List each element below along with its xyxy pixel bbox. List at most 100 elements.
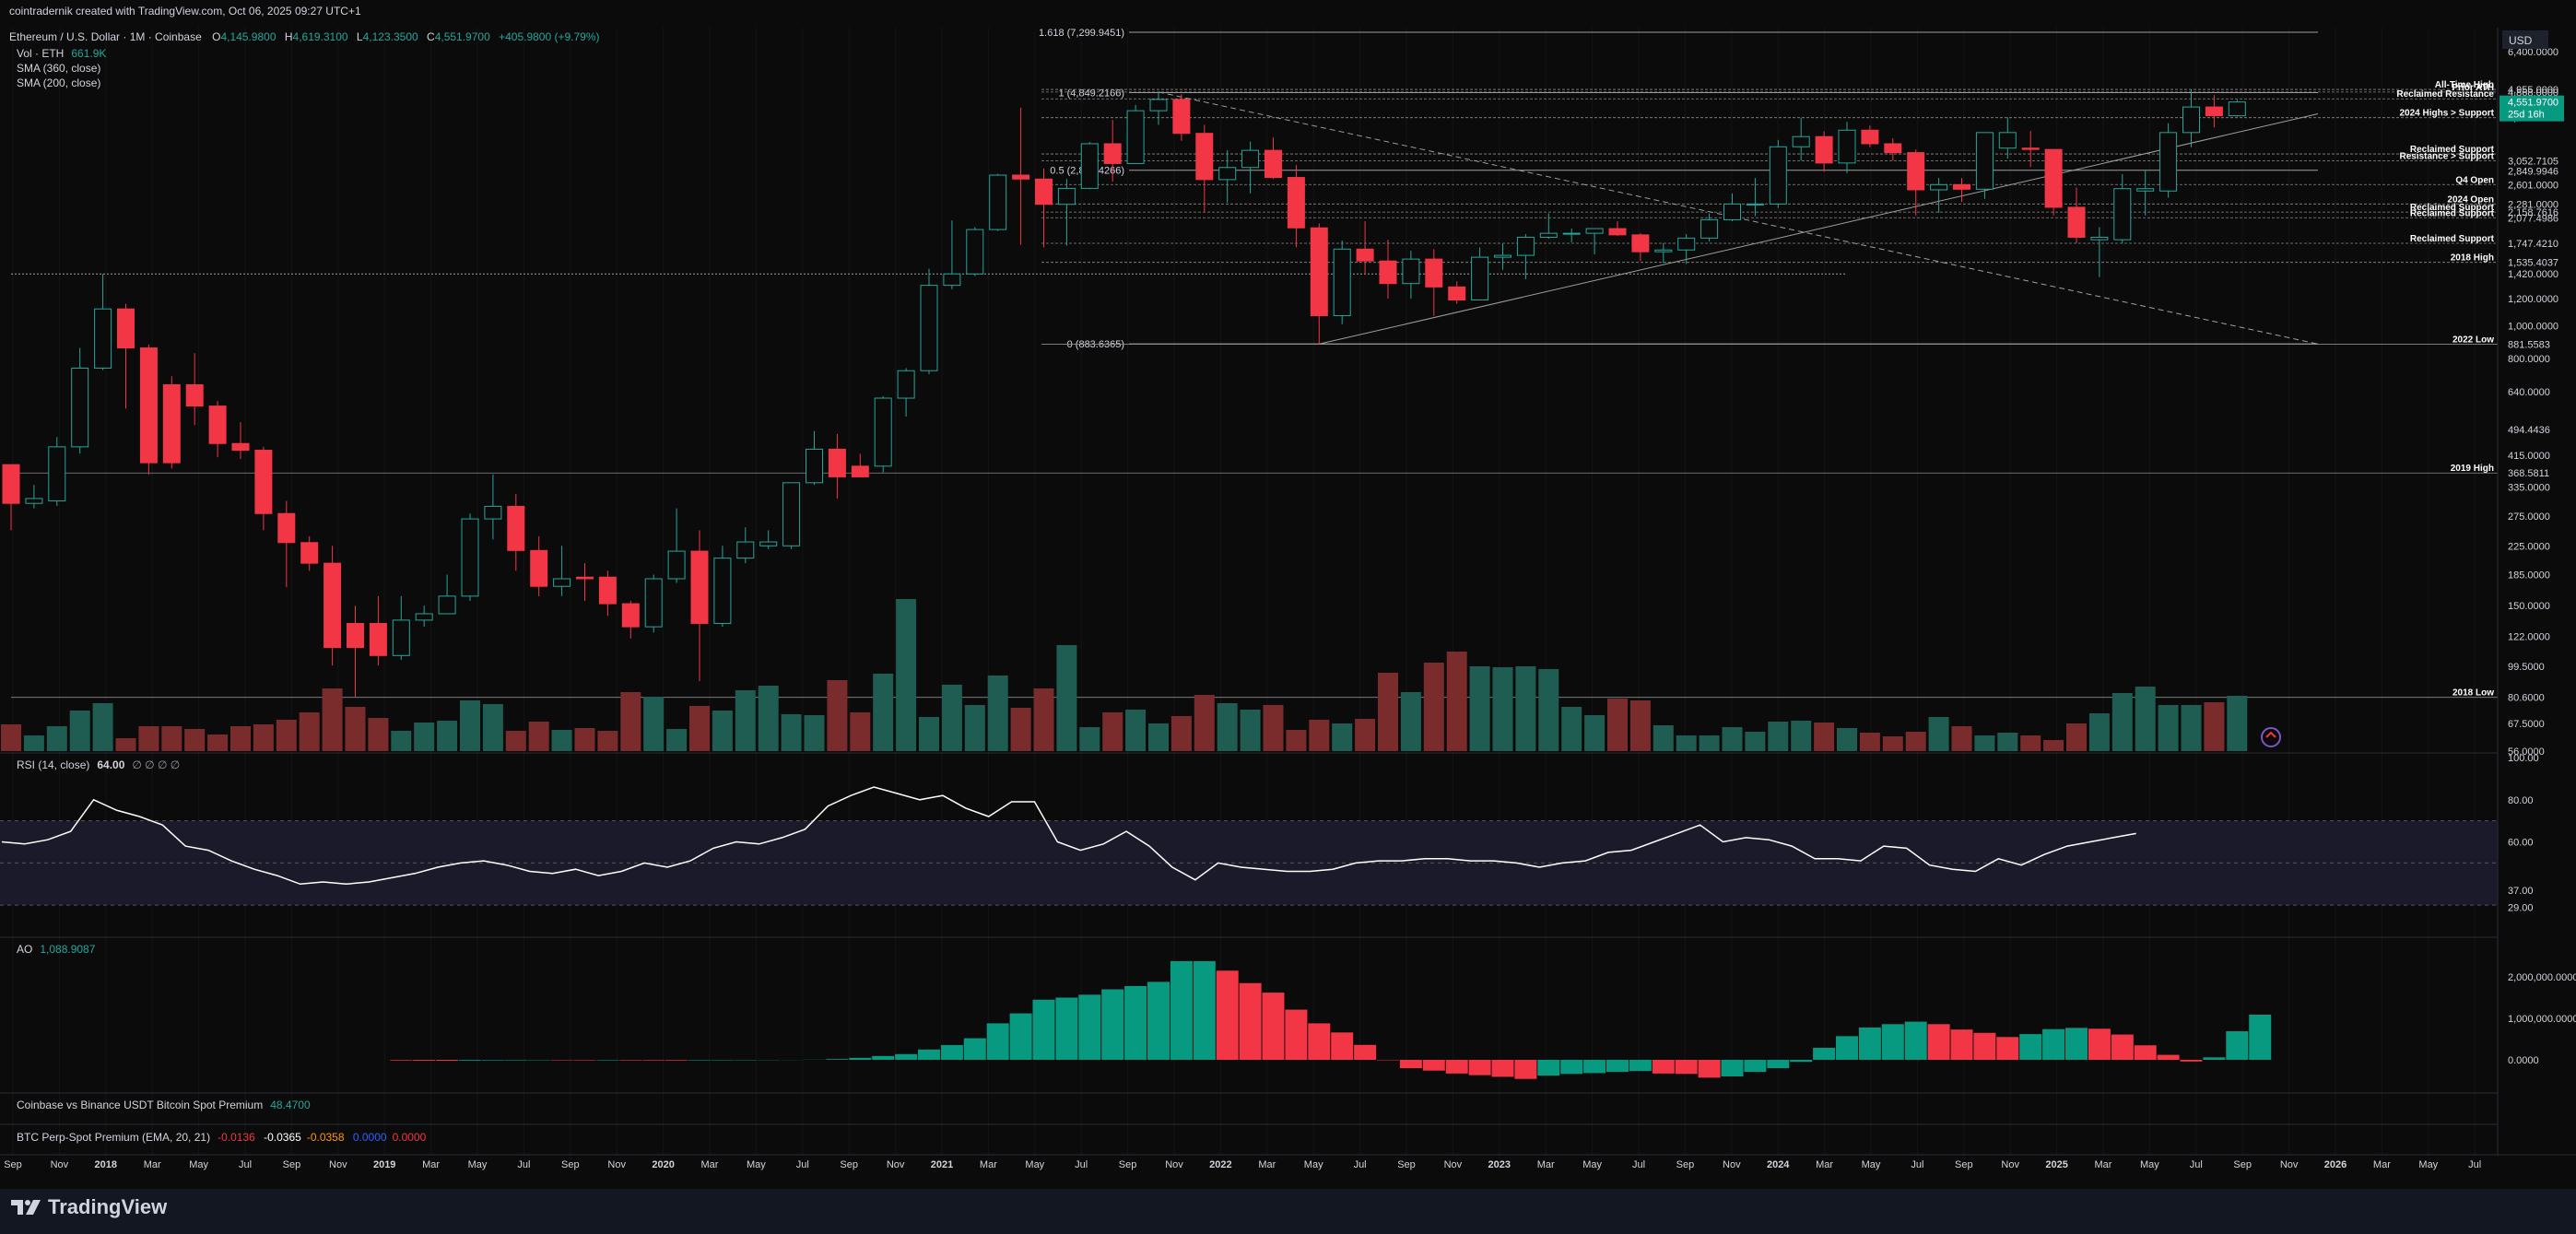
candle-body[interactable] — [1838, 129, 1856, 164]
candle-body[interactable] — [874, 397, 892, 467]
candle-body[interactable] — [1057, 187, 1076, 206]
candle-body[interactable] — [1494, 254, 1511, 258]
rsi-legend[interactable]: RSI (14, close) 64.00 ∅ ∅ ∅ ∅ — [17, 758, 180, 771]
premium-legend[interactable]: Coinbase vs Binance USDT Bitcoin Spot Pr… — [17, 1099, 311, 1111]
candle-body[interactable] — [1975, 132, 1994, 190]
candle-body[interactable] — [347, 622, 364, 649]
candle-body[interactable] — [2228, 101, 2246, 117]
candle-body[interactable] — [2090, 236, 2109, 241]
candle-body[interactable] — [1631, 234, 1650, 253]
candle-body[interactable] — [2067, 206, 2086, 238]
candle-body[interactable] — [1195, 133, 1214, 181]
candle-body[interactable] — [759, 541, 778, 546]
candle-body[interactable] — [1516, 236, 1535, 256]
candle-body[interactable] — [1379, 260, 1397, 285]
candle-body[interactable] — [828, 448, 846, 477]
candle-body[interactable] — [1241, 149, 1260, 169]
candle-body[interactable] — [2205, 106, 2223, 117]
candle-body[interactable] — [1126, 110, 1145, 164]
candle-body[interactable] — [117, 308, 135, 349]
candle-body[interactable] — [2044, 148, 2063, 208]
candle-body[interactable] — [1012, 174, 1030, 180]
candle-body[interactable] — [667, 550, 686, 580]
candle-body[interactable] — [920, 285, 938, 371]
candle-body[interactable] — [782, 482, 801, 546]
rsi-line[interactable] — [1, 786, 2136, 886]
candle-body[interactable] — [1700, 218, 1719, 239]
candle-body[interactable] — [231, 442, 250, 452]
candle-body[interactable] — [2113, 188, 2132, 241]
candle-body[interactable] — [1103, 143, 1122, 164]
ao-legend[interactable]: AO 1,088.9087 — [17, 943, 96, 956]
candle-body[interactable] — [1172, 99, 1191, 135]
candle-body[interactable] — [1333, 248, 1351, 317]
candle-body[interactable] — [162, 384, 181, 464]
candle-body[interactable] — [1218, 167, 1237, 181]
candle-body[interactable] — [2021, 147, 2040, 150]
candle-body[interactable] — [254, 450, 273, 514]
candle-body[interactable] — [1746, 203, 1764, 206]
candle-body[interactable] — [1310, 227, 1328, 317]
price-axis[interactable]: 6,400.00004,955.00004,868.00004,403.8471… — [2500, 47, 2576, 1066]
candle-body[interactable] — [1471, 256, 1489, 301]
candle-body[interactable] — [369, 622, 387, 656]
candle-body[interactable] — [1585, 228, 1604, 234]
candle-body[interactable] — [185, 384, 204, 407]
candle-body[interactable] — [25, 498, 43, 504]
candle-body[interactable] — [71, 367, 89, 448]
candle-body[interactable] — [1356, 248, 1374, 262]
volume-legend[interactable]: Vol · ETH 661.9K — [17, 47, 106, 60]
rsi-pane[interactable] — [0, 786, 2498, 906]
candle-body[interactable] — [415, 613, 433, 621]
candle-body[interactable] — [690, 550, 709, 624]
candle-body[interactable] — [713, 558, 732, 624]
candle-body[interactable] — [1080, 143, 1099, 189]
ao-pane[interactable] — [390, 960, 2272, 1079]
candle-body[interactable] — [943, 273, 961, 287]
candle-body[interactable] — [300, 542, 319, 564]
candle-body[interactable] — [48, 446, 66, 502]
candle-body[interactable] — [208, 405, 227, 444]
candle-body[interactable] — [736, 541, 755, 559]
tradingview-logo[interactable]: TradingView — [11, 1195, 167, 1219]
sma360-legend[interactable]: SMA (360, close) — [17, 62, 100, 75]
candle-body[interactable] — [277, 512, 296, 544]
candle-body[interactable] — [598, 576, 617, 605]
candle-body[interactable] — [1448, 286, 1466, 301]
replay-icon[interactable] — [2261, 727, 2281, 747]
sma200-legend[interactable]: SMA (200, close) — [17, 76, 100, 89]
candle-body[interactable] — [1562, 232, 1581, 235]
candle-body[interactable] — [94, 308, 112, 369]
candle-body[interactable] — [1287, 177, 1305, 229]
candle-body[interactable] — [2136, 188, 2155, 192]
candle-body[interactable] — [438, 595, 456, 615]
candle-body[interactable] — [1402, 258, 1420, 285]
candle-body[interactable] — [1677, 237, 1696, 251]
candle-body[interactable] — [553, 578, 571, 587]
candle-body[interactable] — [1998, 132, 2017, 149]
candle-body[interactable] — [1425, 258, 1443, 288]
candle-body[interactable] — [621, 603, 640, 628]
candle-body[interactable] — [484, 505, 502, 520]
candlesticks[interactable] — [2, 89, 2246, 697]
candle-body[interactable] — [1264, 149, 1282, 179]
candle-body[interactable] — [2182, 106, 2200, 134]
time-axis[interactable]: Sep Nov 2018 Mar May Jul Sep Nov 2019 Mar May Jul Se… — [4, 1159, 2481, 1170]
candle-body[interactable] — [989, 174, 1007, 230]
candle-body[interactable] — [1930, 183, 1948, 191]
candle-body[interactable] — [1769, 146, 1787, 205]
candle-body[interactable] — [897, 370, 915, 399]
candle-body[interactable] — [461, 518, 479, 597]
candle-body[interactable] — [1792, 135, 1810, 147]
candle-body[interactable] — [323, 562, 342, 649]
candle-body[interactable] — [1884, 143, 1902, 154]
candle-body[interactable] — [1861, 129, 1879, 145]
perp-premium-legend[interactable]: BTC Perp-Spot Premium (EMA, 20, 21) -0.01… — [17, 1131, 427, 1144]
symbol-legend[interactable]: Ethereum / U.S. Dollar · 1M · Coinbase O… — [9, 30, 600, 43]
candle-body[interactable] — [1539, 232, 1558, 238]
candle-body[interactable] — [1149, 99, 1168, 112]
candle-body[interactable] — [806, 448, 823, 484]
candle-body[interactable] — [2159, 132, 2178, 192]
candle-body[interactable] — [507, 505, 525, 551]
